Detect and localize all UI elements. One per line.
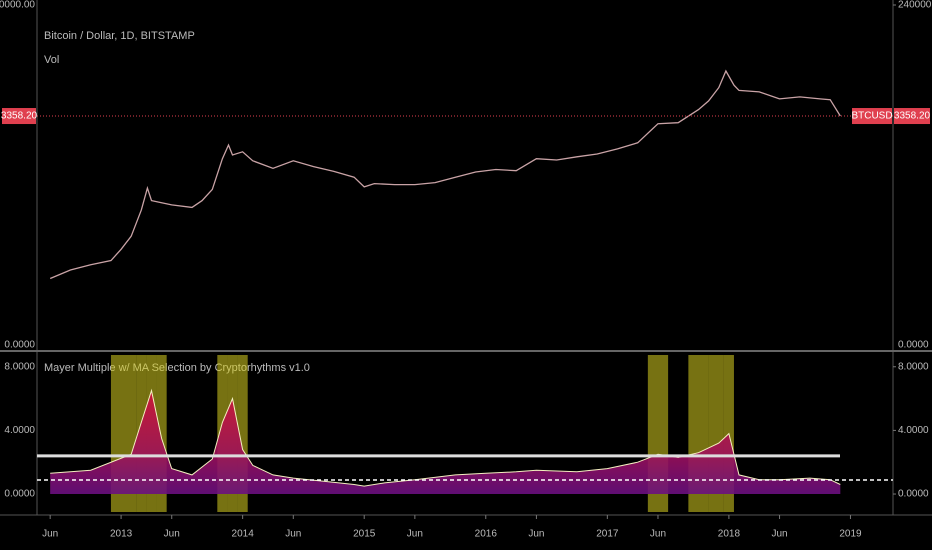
x-tick-label: Jun (528, 529, 544, 540)
x-tick-label: 2015 (353, 529, 376, 540)
x-tick-label: 2017 (596, 529, 619, 540)
symbol-tag (852, 108, 892, 125)
symbol-title: Bitcoin / Dollar, 1D, BITSTAMP (44, 30, 195, 42)
volume-title: Vol (44, 54, 59, 66)
x-tick-label: Jun (42, 529, 58, 540)
y-tick-label: 4.0000 (4, 425, 35, 436)
y-tick-label: 4.0000 (898, 425, 929, 436)
last-price-tag-right (894, 108, 930, 125)
last-price-label: 3358.20 (1, 111, 38, 122)
x-tick-label: 2019 (839, 529, 862, 540)
mayer-area (50, 390, 841, 495)
x-tick-label: 2018 (718, 529, 741, 540)
last-price-label: 3358.20 (894, 111, 931, 122)
symbol-tag-label: BTCUSD (851, 111, 892, 122)
x-tick-label: Jun (164, 529, 180, 540)
x-tick-label: Jun (650, 529, 666, 540)
price-line (49, 69, 841, 280)
signal-band (237, 355, 248, 512)
x-tick-label: 2014 (232, 529, 255, 540)
y-tick-label: 0.0000 (898, 489, 929, 500)
mayer-line (50, 388, 841, 487)
y-tick-label: 8.0000 (898, 361, 929, 372)
x-tick-label: Jun (285, 529, 301, 540)
x-tick-label: Jun (407, 529, 423, 540)
y-tick-label: 240000.00 (898, 0, 932, 11)
x-tick-label: Jun (771, 529, 787, 540)
y-tick-label: 0.0000 (4, 489, 35, 500)
last-price-tag-left (2, 108, 36, 125)
volume-zero-right: 0.0000 (898, 340, 929, 351)
x-tick-label: 2013 (110, 529, 133, 540)
indicator-title: Mayer Multiple w/ MA Selection by Crypto… (44, 362, 310, 374)
x-tick-label: 2016 (475, 529, 498, 540)
signal-band (156, 355, 167, 512)
y-tick-label: 8.0000 (4, 361, 35, 372)
volume-zero-left: 0.0000 (4, 340, 35, 351)
y-tick-label: 240000.00 (0, 0, 35, 11)
